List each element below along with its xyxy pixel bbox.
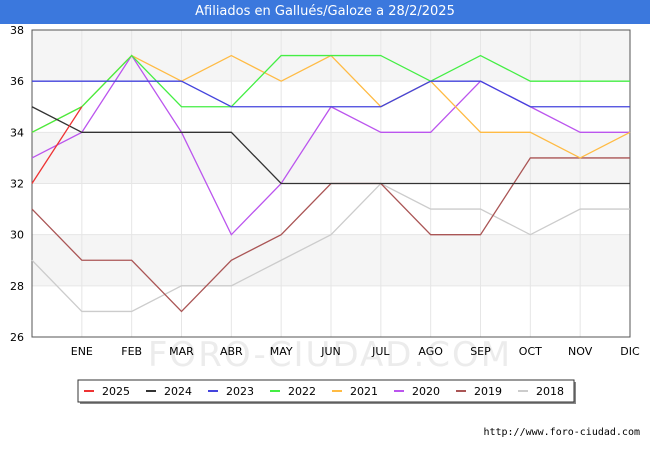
title-bar [0,0,650,24]
x-tick-label: JUL [371,345,390,358]
y-tick-label: 34 [10,126,24,139]
source-url: http://www.foro-ciudad.com [483,427,640,438]
x-tick-label: ENE [71,345,93,358]
legend-label-2025: 2025 [102,385,130,398]
x-axis-ticks: ENE FEB MAR ABR MAY JUN JUL AGO SEP OCT NOV DIC [71,345,640,358]
y-tick-label: 30 [10,229,24,242]
x-tick-label: NOV [568,345,593,358]
legend-box [77,379,575,403]
series-line-2022 [31,54,630,133]
x-tick-label: MAY [270,345,293,358]
y-tick-label: 36 [10,75,24,88]
x-tick-label: SEP [470,345,491,358]
x-tick-label: FEB [121,345,142,358]
y-tick-label: 32 [10,178,24,191]
legend-label-2018: 2018 [536,385,564,398]
legend-label-2023: 2023 [226,385,254,398]
series-line-2018 [31,182,630,313]
legend-label-2024: 2024 [164,385,192,398]
y-tick-label: 28 [10,280,24,293]
y-axis-ticks: 26 28 30 32 34 36 38 [10,24,24,344]
watermark: FORO-CIUDAD.COM [148,335,512,375]
x-tick-label: MAR [169,345,194,358]
x-tick-label: JUN [320,345,341,358]
series-line-2025 [31,106,83,184]
chart-title: Afiliados en Gallués/Galoze a 28/2/2025 [195,4,455,19]
legend: 2025 2024 2023 2022 2021 2020 2019 2018 [77,379,576,404]
series-lines [31,54,631,313]
legend-label-2020: 2020 [412,385,440,398]
y-tick-label: 26 [10,331,24,344]
legend-label-2022: 2022 [288,385,316,398]
x-tick-label: OCT [519,345,542,358]
y-tick-label: 38 [10,24,24,37]
series-line-2023 [32,80,630,108]
legend-label-2021: 2021 [350,385,378,398]
x-tick-label: ABR [220,345,243,358]
series-line-2024 [31,106,630,185]
x-tick-label: AGO [418,345,443,358]
x-tick-label: DIC [620,345,640,358]
legend-label-2019: 2019 [474,385,502,398]
